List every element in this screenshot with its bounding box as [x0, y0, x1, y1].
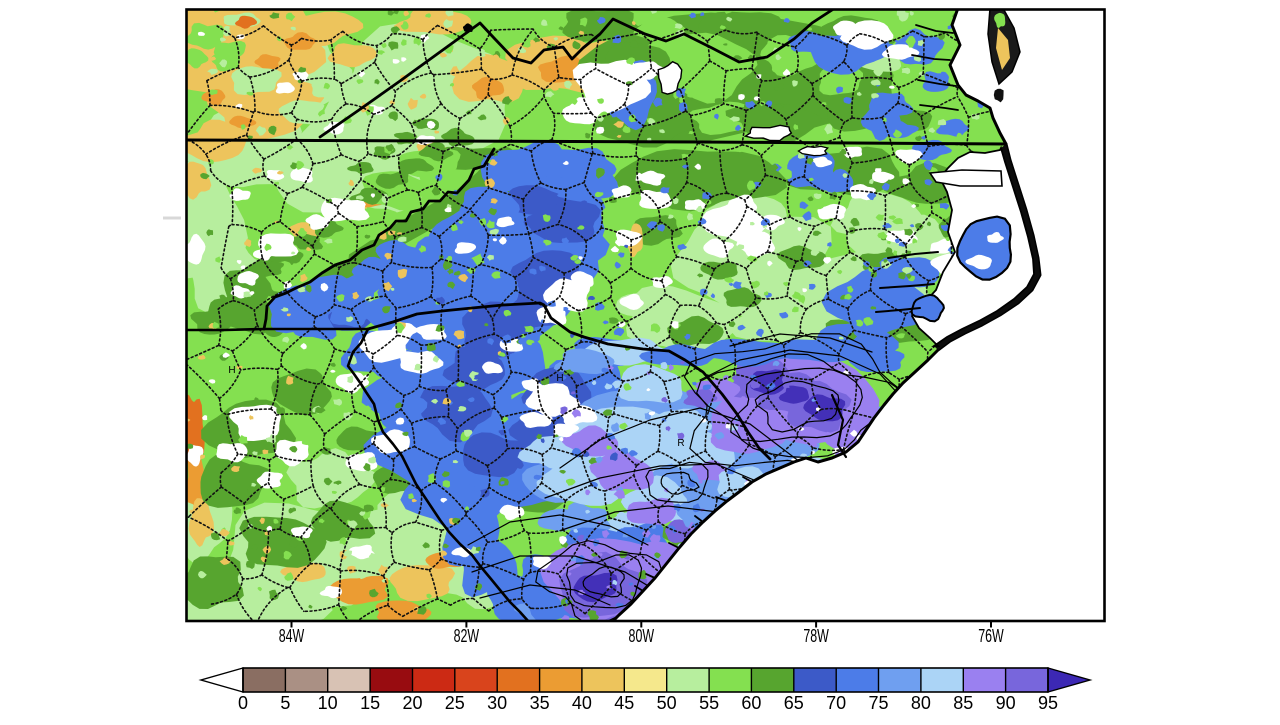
svg-text:60: 60 — [741, 693, 761, 713]
svg-text:80W: 80W — [629, 626, 655, 646]
svg-text:40: 40 — [572, 693, 592, 713]
svg-text:76W: 76W — [978, 626, 1004, 646]
svg-text:0: 0 — [238, 693, 248, 713]
svg-text:85: 85 — [953, 693, 973, 713]
svg-text:30: 30 — [487, 693, 507, 713]
svg-text:82W: 82W — [454, 626, 480, 646]
svg-text:84W: 84W — [279, 626, 305, 646]
svg-text:R: R — [677, 438, 684, 449]
svg-text:90: 90 — [996, 693, 1016, 713]
svg-text:95: 95 — [1038, 693, 1058, 713]
svg-text:78W: 78W — [803, 626, 829, 646]
svg-text:20: 20 — [402, 693, 422, 713]
svg-text:50: 50 — [657, 693, 677, 713]
svg-text:55: 55 — [699, 693, 719, 713]
svg-text:25: 25 — [445, 693, 465, 713]
svg-text:15: 15 — [360, 693, 380, 713]
svg-text:80: 80 — [911, 693, 931, 713]
svg-text:65: 65 — [784, 693, 804, 713]
svg-text:H: H — [228, 365, 235, 376]
svg-text:5: 5 — [280, 693, 290, 713]
svg-text:35: 35 — [530, 693, 550, 713]
svg-text:45: 45 — [614, 693, 634, 713]
svg-text:70: 70 — [826, 693, 846, 713]
svg-text:10: 10 — [318, 693, 338, 713]
svg-text:H: H — [556, 373, 563, 384]
svg-text:75: 75 — [868, 693, 888, 713]
